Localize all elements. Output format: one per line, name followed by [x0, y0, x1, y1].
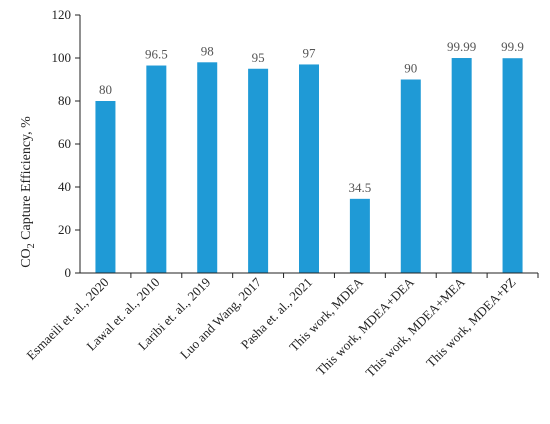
y-axis-title-suffix: Capture Efficiency, % [19, 116, 34, 243]
data-label: 96.5 [145, 47, 168, 62]
plot-area: 0 20 40 60 80 100 120 80 Esmaeili et. al., 2020 9… [23, 7, 539, 380]
y-tick-label: 60 [58, 136, 71, 151]
bar [146, 65, 167, 274]
data-label: 98 [201, 43, 214, 58]
bar [451, 58, 472, 273]
y-tick-label: 100 [52, 50, 72, 65]
data-label: 90 [404, 61, 417, 76]
bar [248, 68, 269, 273]
y-tick-label: 0 [65, 265, 72, 280]
data-label: 99.99 [447, 39, 476, 54]
y-tick-label: 40 [58, 179, 71, 194]
bar [299, 64, 319, 273]
y-tick-label: 20 [58, 222, 71, 237]
y-axis-title-prefix: CO [19, 248, 34, 267]
bar [502, 58, 523, 274]
x-category-label: Esmaeili et. al., 2020 [23, 275, 111, 363]
x-category-label: This work, MDEA+MEA [362, 274, 468, 380]
bar [349, 198, 370, 273]
y-tick-label: 80 [58, 93, 71, 108]
data-label: 34.5 [349, 180, 372, 195]
x-category-label: This work, MDEA+PZ [423, 274, 519, 370]
y-axis-title-subscript: 2 [26, 243, 37, 248]
data-label: 80 [99, 82, 112, 97]
bar [95, 101, 116, 273]
x-category-label: This work, MDEA+DEA [313, 274, 417, 378]
data-label: 95 [252, 50, 265, 65]
y-axis-title: CO2 Capture Efficiency, % [19, 116, 37, 268]
y-tick-label: 120 [52, 7, 72, 22]
data-label: 99.9 [501, 39, 524, 54]
bar [400, 79, 421, 273]
data-label: 97 [303, 45, 317, 60]
bar [197, 62, 218, 273]
